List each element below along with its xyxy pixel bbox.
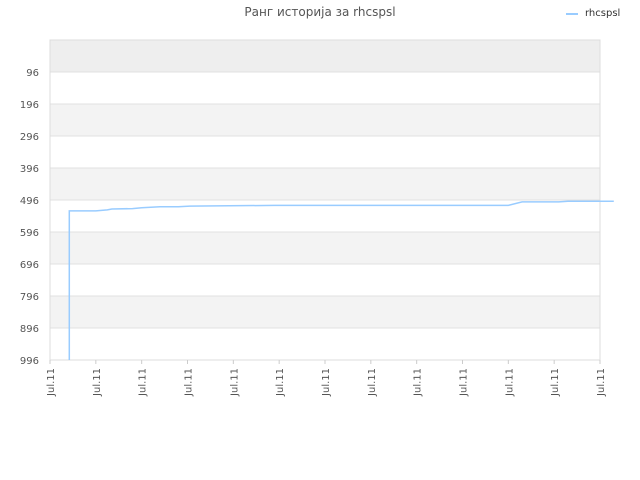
x-tick-label: Jul.11 [321,368,332,397]
x-tick-label: Jul.11 [367,368,378,397]
x-tick-label: Jul.11 [550,368,561,397]
y-tick-label: 696 [20,260,39,271]
grid-band [50,328,600,360]
y-tick-label: 396 [20,164,39,175]
grid-band [50,40,600,72]
grid-band [50,136,600,168]
x-tick-label: Jul.11 [229,368,240,397]
y-tick-label: 896 [20,324,39,335]
x-tick-label: Jul.11 [459,368,470,397]
legend: rhcspsl [566,8,620,19]
x-tick-label: Jul.11 [413,368,424,397]
x-tick-label: Jul.11 [92,368,103,397]
chart-title: Ранг историја за rhcspsl [244,5,396,19]
y-tick-label: 96 [26,68,39,79]
y-tick-label: 796 [20,292,39,303]
grid-band [50,232,600,264]
x-tick-label: Jul.11 [184,368,195,397]
y-tick-label: 996 [20,356,39,367]
y-tick-label: 496 [20,196,39,207]
legend-label: rhcspsl [585,8,621,19]
grid-band [50,72,600,104]
grid-band [50,264,600,296]
y-tick-label: 596 [20,228,39,239]
grid-band [50,104,600,136]
y-tick-label: 296 [20,132,39,143]
x-tick-label: Jul.11 [46,368,57,397]
x-tick-label: Jul.11 [504,368,515,397]
y-tick-label: 196 [20,100,39,111]
legend-swatch [566,12,578,15]
x-tick-label: Jul.11 [138,368,149,397]
x-tick-label: Jul.11 [275,368,286,397]
x-tick-label: Jul.11 [596,368,607,397]
grid-band [50,168,600,200]
series-line-rhcspsl [68,200,614,360]
grid-band [50,296,600,328]
